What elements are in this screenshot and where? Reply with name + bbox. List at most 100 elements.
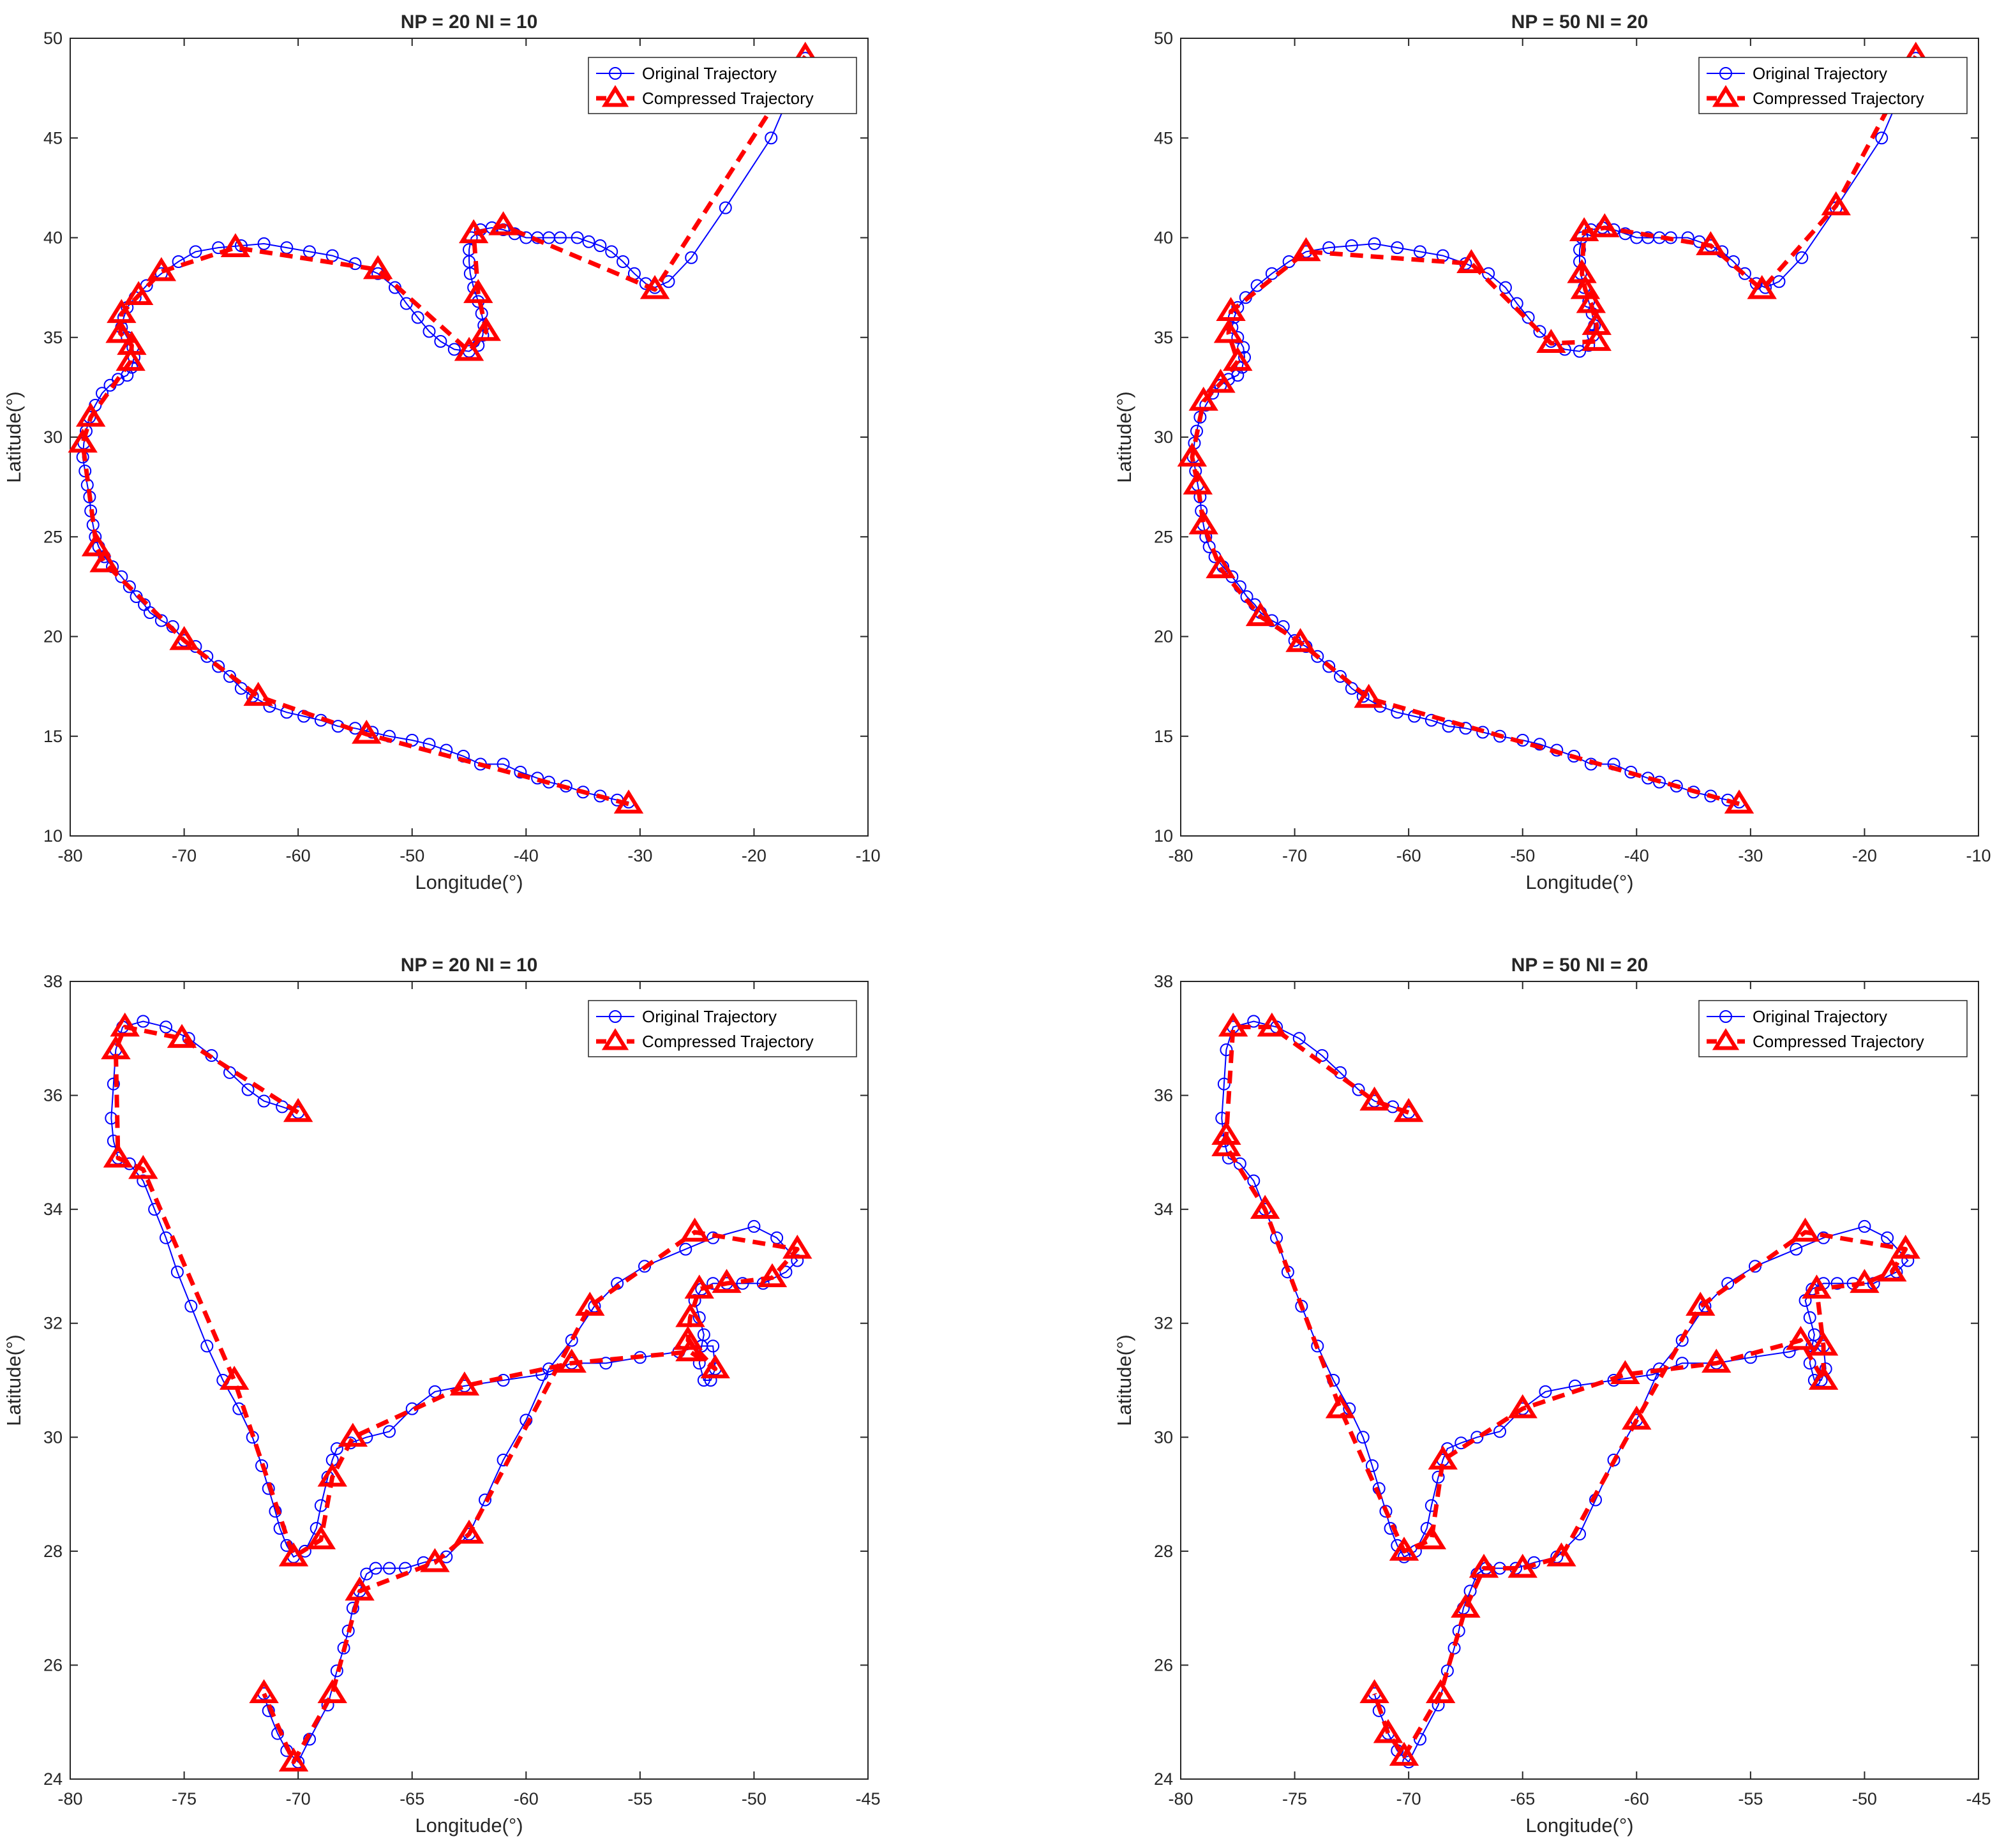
compressed-point — [1567, 259, 1597, 283]
original-point — [369, 1561, 382, 1575]
compressed-point — [757, 1263, 788, 1288]
compressed-point — [1622, 1405, 1652, 1430]
original-point — [1368, 237, 1381, 250]
compressed-point — [116, 346, 146, 371]
original-point — [685, 251, 698, 264]
original-point — [1881, 1231, 1894, 1244]
compressed-point — [1576, 288, 1606, 313]
compressed-point — [249, 1679, 279, 1703]
legend-original-label: Original Trajectory — [1753, 64, 1887, 83]
compressed-point — [1206, 368, 1236, 393]
compressed-point — [420, 1548, 450, 1572]
x-tick-label: -30 — [627, 846, 652, 865]
original-point — [241, 1083, 255, 1096]
x-axis-label: Longitude(°) — [415, 1814, 523, 1837]
original-point — [434, 335, 447, 348]
legend: Original Trajectory Compressed Trajectory — [1698, 1000, 1968, 1057]
original-point — [1311, 650, 1324, 663]
original-point — [1875, 131, 1889, 145]
y-tick-label: 30 — [1154, 428, 1173, 447]
original-point — [383, 1561, 396, 1575]
x-tick-label: -50 — [400, 846, 424, 865]
legend-compressed-label: Compressed Trajectory — [1753, 89, 1924, 108]
original-point — [1567, 750, 1581, 763]
original-point — [255, 1459, 268, 1472]
x-tick-label: -80 — [57, 1789, 82, 1808]
original-point — [200, 650, 214, 663]
compressed-point — [1702, 1348, 1731, 1373]
compressed-point — [1373, 1718, 1403, 1743]
x-tick-label: -70 — [286, 1789, 311, 1808]
compressed-point — [1211, 1121, 1241, 1145]
original-point — [184, 1299, 198, 1313]
original-point — [1795, 251, 1809, 264]
y-tick-label: 36 — [1154, 1086, 1173, 1105]
legend: Original Trajectory Compressed Trajectory — [1698, 57, 1968, 114]
original-point — [1499, 281, 1512, 294]
compressed-point — [278, 1542, 309, 1567]
x-axis-label: Longitude(°) — [1525, 871, 1633, 893]
original-point — [1345, 239, 1358, 252]
compressed-point — [1536, 329, 1566, 354]
x-tick-label: -65 — [400, 1789, 424, 1808]
original-point — [383, 1425, 396, 1438]
plot-area — [1180, 38, 1979, 837]
compressed-point — [1451, 1593, 1481, 1618]
chart-panel-1: NP = 20 NI = 10 -80 -70 -60 -50 -40 -30 -20 -10 1… — [3, 11, 881, 893]
original-trajectory-line — [1221, 1020, 1909, 1763]
compressed-point — [1425, 1679, 1456, 1703]
y-tick-label: 24 — [43, 1770, 63, 1789]
y-tick-label: 26 — [1154, 1655, 1173, 1674]
original-point — [1573, 345, 1586, 358]
compressed-point — [1188, 387, 1218, 411]
x-tick-label: -60 — [286, 846, 311, 865]
original-point — [1231, 331, 1245, 344]
legend-triangle-icon — [1712, 1028, 1740, 1050]
compressed-point — [454, 336, 484, 361]
compressed-point — [1890, 1234, 1920, 1259]
y-tick-label: 20 — [43, 627, 63, 646]
compressed-point — [463, 279, 493, 303]
compressed-point — [1570, 275, 1601, 299]
legend-box — [588, 57, 857, 114]
original-point — [1322, 660, 1336, 673]
original-point — [553, 231, 567, 244]
x-tick-label: -50 — [742, 1789, 767, 1808]
compressed-point — [68, 428, 98, 453]
x-tick-label: -70 — [172, 846, 197, 865]
original-point — [189, 245, 202, 258]
y-tick-label: 32 — [43, 1314, 63, 1333]
original-point — [172, 255, 185, 268]
compressed-point — [1183, 470, 1213, 495]
original-point — [1901, 1254, 1915, 1267]
y-tick-label: 50 — [43, 29, 63, 48]
original-point — [704, 1374, 717, 1387]
original-point — [1217, 1077, 1230, 1091]
compressed-point — [1211, 1132, 1241, 1156]
compressed-point — [1877, 1257, 1907, 1282]
original-point — [1624, 766, 1638, 779]
x-tick-label: -20 — [1852, 846, 1877, 865]
original-point — [1803, 1311, 1816, 1324]
compressed-point — [675, 1303, 705, 1327]
legend-triangle-icon — [1712, 85, 1740, 107]
x-tick-label: -10 — [855, 846, 880, 865]
x-tick-label: -60 — [514, 1789, 539, 1808]
y-tick-label: 50 — [1154, 29, 1173, 48]
compressed-point — [107, 299, 137, 324]
original-point — [411, 311, 424, 324]
y-tick-label: 32 — [1154, 1314, 1173, 1333]
legend-box — [1698, 57, 1968, 114]
chart-panel-2: NP = 50 NI = 20 -80 -70 -60 -50 -40 -30 -20 -10 1… — [1113, 11, 1991, 893]
legend: Original Trajectory Compressed Trajectory — [588, 1000, 857, 1057]
original-point — [212, 241, 225, 255]
original-point — [1459, 722, 1472, 735]
y-tick-label: 40 — [1154, 228, 1173, 248]
legend-circle-icon — [1719, 67, 1732, 80]
original-point — [1315, 1049, 1329, 1062]
original-point — [107, 1077, 120, 1091]
compressed-point — [101, 1035, 131, 1060]
original-point — [1247, 1174, 1260, 1188]
x-tick-label: -70 — [1396, 1789, 1421, 1808]
compressed-point — [613, 789, 644, 814]
